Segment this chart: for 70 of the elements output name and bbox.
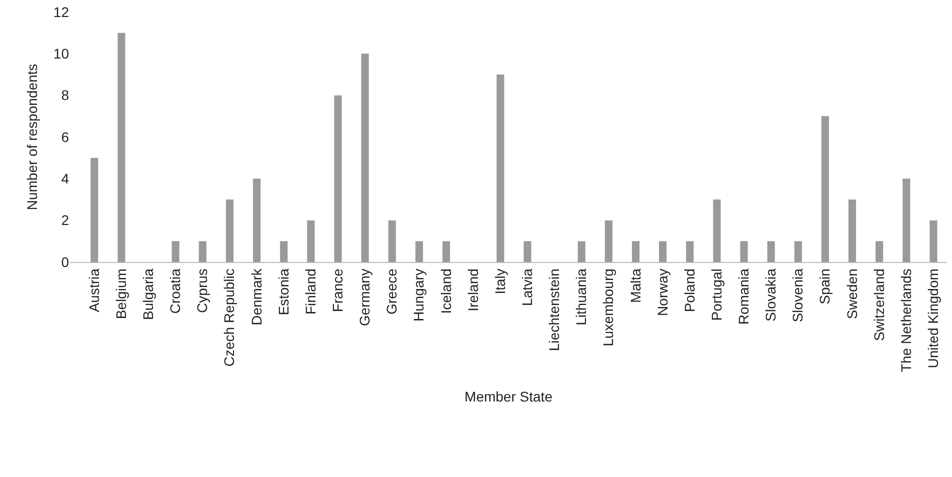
x-tick-label: Italy [492,268,508,294]
x-tick-label: Austria [86,268,102,312]
x-tick-label: Denmark [248,268,264,326]
x-tick-label: Hungary [410,268,427,322]
x-tick-label: United Kingdom [925,268,942,368]
x-tick-label: Greece [384,268,400,315]
bar [198,241,206,262]
x-tick-label: France [330,268,346,312]
bar [821,116,829,262]
bar [226,200,234,262]
x-tick-label: Germany [356,268,373,326]
y-tick-label: 10 [53,46,70,62]
bar [307,220,315,262]
bar [496,74,504,262]
bar [902,178,910,262]
x-tick-label: Iceland [438,268,454,314]
bar [794,241,802,262]
bar [524,241,532,262]
x-tick-label: Cyprus [194,268,210,313]
x-tick-label: Czech Republic [221,268,238,367]
bar [876,241,884,262]
bar [280,241,288,262]
y-tick-label: 2 [61,212,70,228]
y-tick-label: 6 [61,128,70,145]
x-tick-label: Spain [816,268,833,304]
x-tick-label: Slovakia [762,268,779,322]
bar [767,241,775,262]
x-tick-label: Belgium [112,268,129,320]
bar [334,95,342,262]
bar [388,220,396,262]
x-tick-label: Portugal [708,268,724,321]
bar [740,241,748,262]
bar [415,241,423,262]
bar [659,241,667,262]
bar [252,178,261,262]
x-tick-label: Ireland [464,268,481,312]
bar [632,241,640,262]
bar [848,200,856,262]
y-tick-label: 4 [61,170,70,187]
x-tick-label: Slovenia [790,268,806,322]
x-tick-label: Liechtenstein [546,268,562,352]
y-tick-label: 8 [61,87,70,104]
bar [686,241,694,262]
bar [90,158,98,262]
x-tick-label: Norway [654,268,670,316]
x-axis-title: Member State [464,388,553,404]
x-tick-label: Lithuania [573,268,590,326]
bar [578,241,586,262]
bar [442,241,450,262]
x-tick-label: Malta [627,268,644,303]
bar [118,32,126,262]
y-tick-label: 0 [61,254,70,270]
bar [713,200,721,262]
x-tick-label: Finland [302,268,318,315]
x-tick-label: Bulgaria [140,268,156,320]
x-tick-label: Croatia [167,268,184,314]
x-tick-label: Luxembourg [600,268,616,346]
x-tick-label: Estonia [275,268,292,316]
y-tick-label: 12 [53,4,70,20]
bar [604,220,612,262]
x-tick-label: Switzerland [870,268,887,341]
bar [930,220,938,262]
x-tick-label: The Netherlands [898,268,914,372]
x-tick-label: Latvia [519,268,535,306]
x-tick-label: Romania [736,268,752,325]
bar [172,241,180,262]
x-tick-label: Poland [681,268,698,312]
bar [361,54,369,262]
y-axis-title: Number of respondents [24,64,40,210]
x-tick-label: Sweden [844,268,860,320]
